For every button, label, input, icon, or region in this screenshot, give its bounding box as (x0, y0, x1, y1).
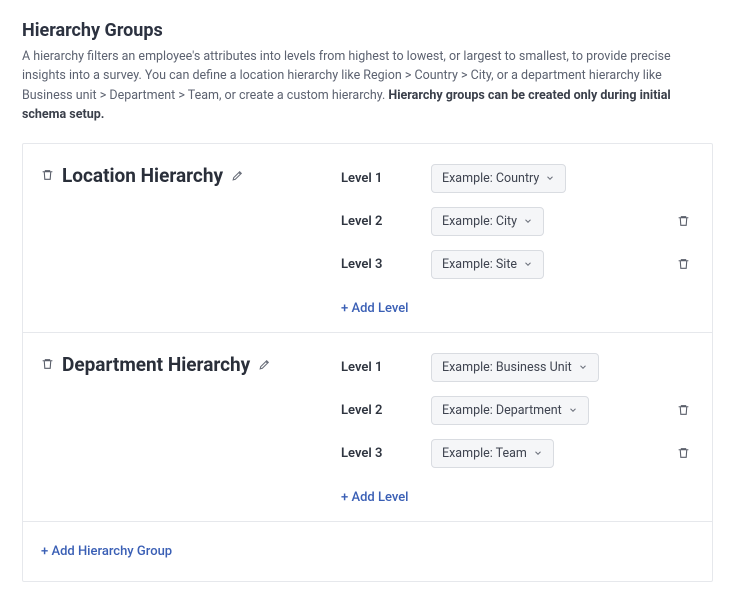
pencil-icon[interactable] (231, 169, 244, 182)
trash-icon[interactable] (41, 168, 54, 182)
chevron-down-icon (533, 448, 543, 458)
pencil-icon[interactable] (258, 358, 271, 371)
page-description: A hierarchy filters an employee's attrib… (22, 47, 713, 125)
card-footer: + Add Hierarchy Group (23, 522, 712, 581)
level-row: Level 3 Example: Team (341, 439, 690, 468)
page-title: Hierarchy Groups (22, 20, 713, 41)
hierarchy-group: Department Hierarchy Level 1 Example: Bu… (23, 333, 712, 522)
hierarchy-groups-page: Hierarchy Groups A hierarchy filters an … (0, 0, 735, 612)
dropdown-value: Example: Business Unit (442, 360, 572, 375)
level-label: Level 1 (341, 171, 409, 186)
dropdown-value: Example: Country (442, 171, 539, 186)
level-row: Level 2 Example: City (341, 207, 690, 236)
level-row: Level 1 Example: Country (341, 164, 690, 193)
dropdown-value: Example: Team (442, 446, 527, 461)
trash-icon[interactable] (677, 257, 690, 271)
hierarchy-group: Location Hierarchy Level 1 Example: Coun… (23, 144, 712, 333)
group-header: Department Hierarchy (41, 353, 341, 376)
group-title: Location Hierarchy (62, 164, 223, 187)
group-row: Location Hierarchy Level 1 Example: Coun… (41, 164, 690, 322)
group-row: Department Hierarchy Level 1 Example: Bu… (41, 353, 690, 511)
add-level-link[interactable]: + Add Level (341, 293, 690, 322)
chevron-down-icon (523, 259, 533, 269)
dropdown-value: Example: Department (442, 403, 562, 418)
level-dropdown[interactable]: Example: Department (431, 396, 589, 425)
trash-icon[interactable] (677, 446, 690, 460)
level-label: Level 2 (341, 403, 409, 418)
trash-icon[interactable] (41, 357, 54, 371)
chevron-down-icon (568, 405, 578, 415)
level-dropdown[interactable]: Example: Site (431, 250, 544, 279)
level-label: Level 3 (341, 446, 409, 461)
trash-icon[interactable] (677, 403, 690, 417)
level-label: Level 1 (341, 360, 409, 375)
level-label: Level 3 (341, 257, 409, 272)
level-label: Level 2 (341, 214, 409, 229)
group-title: Department Hierarchy (62, 353, 250, 376)
dropdown-value: Example: Site (442, 257, 517, 272)
add-level-link[interactable]: + Add Level (341, 482, 690, 511)
levels-column: Level 1 Example: Country Level 2 Example… (341, 164, 690, 322)
dropdown-value: Example: City (442, 214, 517, 229)
add-hierarchy-group-link[interactable]: + Add Hierarchy Group (41, 544, 172, 559)
chevron-down-icon (523, 216, 533, 226)
chevron-down-icon (545, 173, 555, 183)
level-dropdown[interactable]: Example: Business Unit (431, 353, 599, 382)
trash-icon[interactable] (677, 214, 690, 228)
group-header: Location Hierarchy (41, 164, 341, 187)
level-dropdown[interactable]: Example: Country (431, 164, 566, 193)
chevron-down-icon (578, 362, 588, 372)
levels-column: Level 1 Example: Business Unit Level 2 E… (341, 353, 690, 511)
level-row: Level 2 Example: Department (341, 396, 690, 425)
level-row: Level 3 Example: Site (341, 250, 690, 279)
level-row: Level 1 Example: Business Unit (341, 353, 690, 382)
level-dropdown[interactable]: Example: Team (431, 439, 554, 468)
hierarchy-groups-card: Location Hierarchy Level 1 Example: Coun… (22, 143, 713, 582)
level-dropdown[interactable]: Example: City (431, 207, 544, 236)
